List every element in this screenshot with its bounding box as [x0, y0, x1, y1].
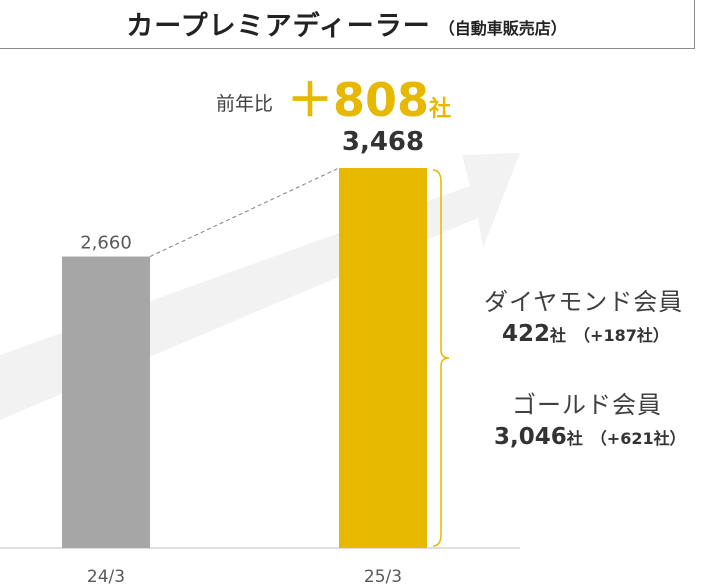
header-box: カープレミアディーラー （自動車販売店）: [0, 0, 695, 49]
member-count: 422: [502, 321, 551, 347]
yoy-label: 前年比: [216, 93, 274, 115]
yoy-callout: 前年比 ＋808社: [216, 64, 451, 130]
member-name: ゴールド会員: [512, 391, 662, 419]
yoy-value: ＋808: [287, 73, 430, 127]
member-name: ダイヤモンド会員: [484, 288, 684, 316]
member-delta: （+187社）: [574, 326, 669, 345]
yoy-unit: 社: [429, 97, 452, 122]
member-diamond: ダイヤモンド会員 422社 （+187社）: [484, 282, 683, 347]
bar-25-3: [339, 168, 427, 548]
member-unit: 社: [550, 326, 567, 345]
bar-24-3: [62, 256, 150, 548]
member-delta: （+621社）: [590, 429, 686, 448]
bar-value-label: 2,660: [80, 233, 132, 254]
member-brace: [432, 169, 450, 547]
member-unit: 社: [566, 429, 583, 448]
page-subtitle: （自動車販売店）: [438, 18, 567, 38]
bar-value-label: 3,468: [342, 127, 424, 157]
x-tick-label: 25/3: [364, 567, 402, 587]
member-count: 3,046: [494, 424, 567, 450]
member-gold: ゴールド会員 3,046社 （+621社）: [494, 385, 686, 450]
x-tick-label: 24/3: [87, 567, 125, 587]
page-title: カープレミアディーラー: [126, 11, 431, 42]
chart-marks: 2,660 24/3 3,468 25/3: [62, 127, 450, 587]
growth-connector-line: [149, 167, 340, 257]
